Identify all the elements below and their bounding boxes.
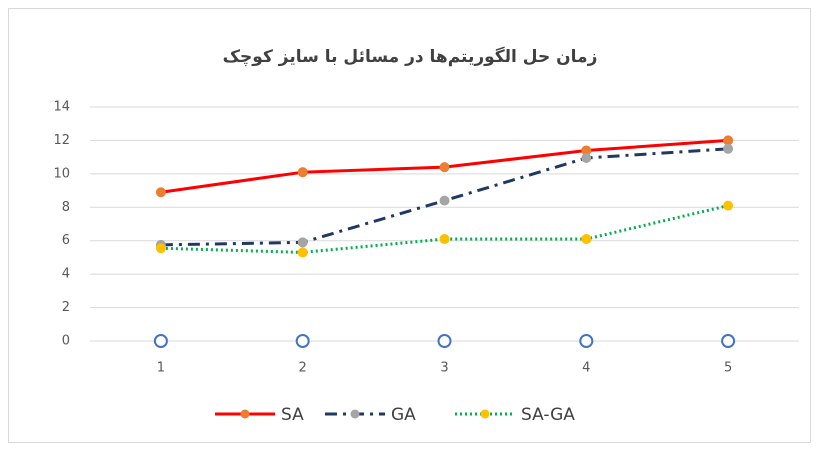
y-tick-label: 6 xyxy=(62,233,70,248)
legend-item: SA xyxy=(215,405,304,425)
data-point xyxy=(155,243,166,254)
data-point xyxy=(155,187,166,198)
data-point xyxy=(723,135,734,146)
chart-frame xyxy=(8,8,811,443)
data-point xyxy=(581,234,592,245)
y-tick-label: 14 xyxy=(53,100,70,115)
data-point xyxy=(439,195,450,206)
legend-item: GA xyxy=(325,405,416,425)
legend-label: GA xyxy=(391,405,416,425)
legend-marker xyxy=(480,409,490,419)
y-tick-label: 12 xyxy=(53,133,70,148)
y-tick-label: 2 xyxy=(62,300,70,315)
data-point xyxy=(439,162,450,173)
legend-marker xyxy=(240,409,250,419)
data-point xyxy=(723,200,734,211)
x-tick-label: 1 xyxy=(157,361,165,376)
legend-label: SA-GA xyxy=(521,405,575,425)
data-point xyxy=(153,334,168,348)
data-point xyxy=(297,247,308,258)
data-point xyxy=(295,334,310,348)
x-tick-label: 5 xyxy=(724,361,732,376)
data-point xyxy=(579,334,594,348)
data-point xyxy=(297,167,308,178)
legend-label: SA xyxy=(281,405,304,425)
y-tick-label: 0 xyxy=(62,334,70,349)
data-point xyxy=(297,237,308,248)
y-tick-label: 8 xyxy=(62,200,70,215)
data-point xyxy=(437,334,452,348)
data-point xyxy=(721,334,736,348)
data-point xyxy=(439,234,450,245)
y-tick-label: 10 xyxy=(53,166,70,181)
x-tick-label: 2 xyxy=(299,361,307,376)
legend-item: SA-GA xyxy=(455,405,575,425)
data-point xyxy=(723,143,734,154)
x-tick-label: 4 xyxy=(582,361,590,376)
x-tick-label: 3 xyxy=(440,361,448,376)
chart-title: زمان حل الگوریتم‌ها در مسائل با سایز کوچ… xyxy=(223,46,598,67)
y-tick-label: 4 xyxy=(62,267,70,282)
data-point xyxy=(581,152,592,163)
legend-marker xyxy=(350,409,360,419)
